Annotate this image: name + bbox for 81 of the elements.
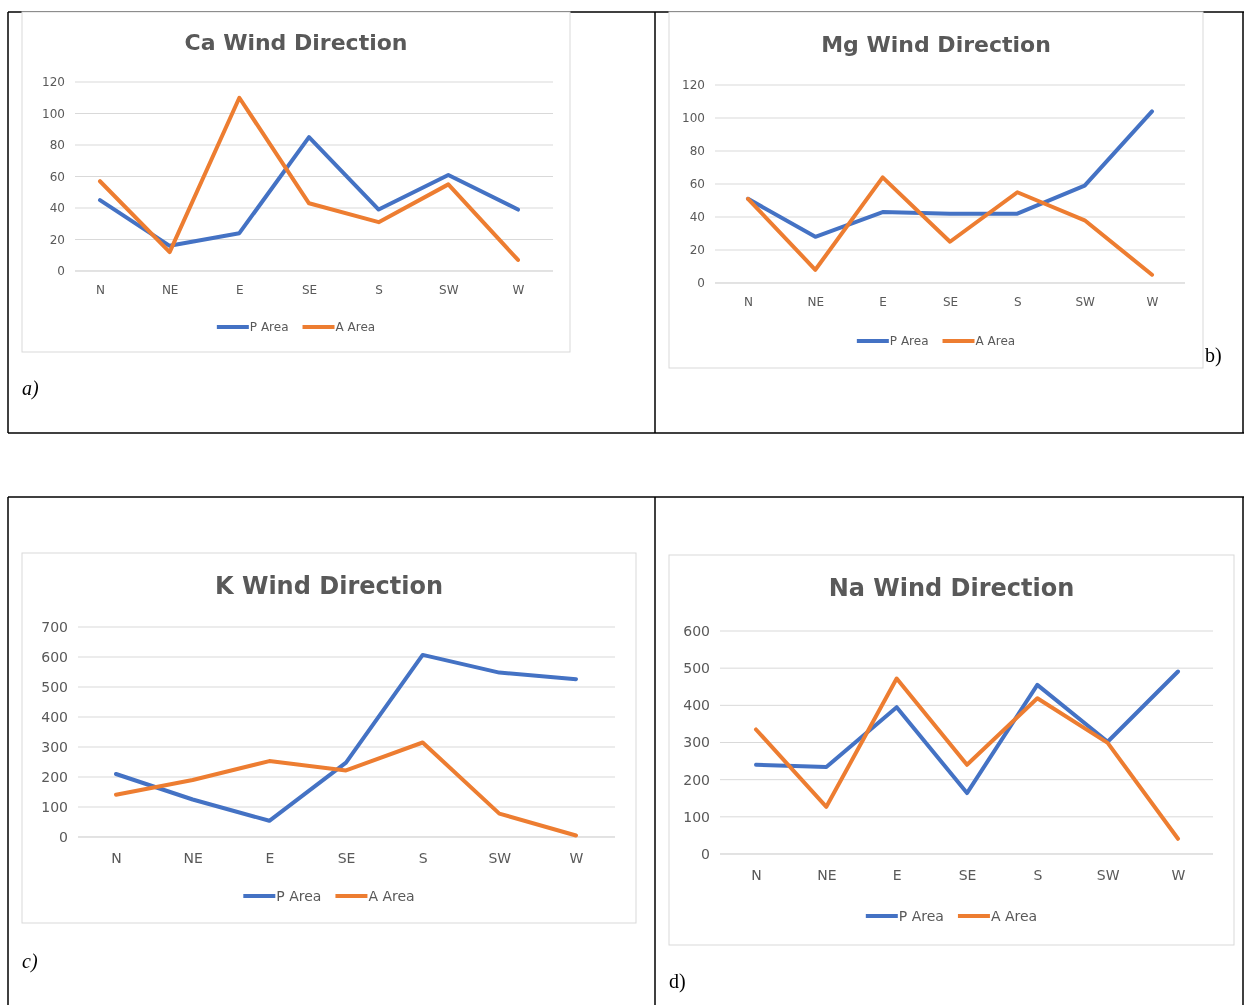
line-series bbox=[98, 135, 520, 248]
y-tick-label: 500 bbox=[41, 678, 68, 695]
legend-label: A Area bbox=[368, 887, 415, 904]
x-tick-label: SW bbox=[439, 282, 459, 297]
y-tick-label: 120 bbox=[42, 75, 65, 90]
y-tick-label: 600 bbox=[41, 648, 68, 665]
text: b) bbox=[1205, 344, 1222, 367]
y-tick-label: 80 bbox=[689, 144, 705, 159]
line-series bbox=[114, 740, 578, 838]
y-tick-label: 60 bbox=[49, 169, 65, 184]
x-tick-label: S bbox=[1033, 866, 1043, 883]
line-series bbox=[746, 175, 1154, 277]
legend-label: P Area bbox=[249, 320, 289, 335]
line-series bbox=[754, 669, 1180, 796]
x-tick-label: NE bbox=[817, 866, 837, 883]
chart-title: Na Wind Direction bbox=[828, 574, 1075, 602]
x-tick-label: E bbox=[879, 294, 887, 309]
y-tick-label: 500 bbox=[683, 660, 710, 677]
x-tick-label: W bbox=[569, 849, 584, 866]
y-tick-label: 40 bbox=[689, 210, 705, 225]
y-tick-label: 300 bbox=[41, 738, 68, 755]
legend-label: P Area bbox=[276, 887, 322, 904]
y-tick-label: 0 bbox=[697, 276, 705, 291]
y-tick-label: 60 bbox=[689, 177, 705, 192]
x-tick-label: NE bbox=[161, 282, 179, 297]
x-tick-label: E bbox=[892, 866, 902, 883]
x-tick-label: N bbox=[751, 866, 762, 883]
line-series bbox=[98, 95, 520, 262]
chart-title: Mg Wind Direction bbox=[821, 32, 1051, 57]
legend-label: A Area bbox=[990, 907, 1038, 924]
y-tick-label: 120 bbox=[682, 78, 705, 93]
x-tick-label: NE bbox=[807, 294, 825, 309]
y-tick-label: 700 bbox=[41, 618, 68, 635]
x-tick-label: SE bbox=[301, 282, 318, 297]
x-tick-label: E bbox=[236, 282, 244, 297]
x-tick-label: S bbox=[1014, 294, 1022, 309]
x-tick-label: SW bbox=[1075, 294, 1096, 309]
x-tick-label: N bbox=[744, 294, 753, 309]
x-tick-label: N bbox=[96, 282, 105, 297]
x-tick-label: SE bbox=[337, 849, 356, 866]
y-tick-label: 400 bbox=[41, 708, 68, 725]
y-tick-label: 100 bbox=[683, 808, 710, 825]
text: c) bbox=[22, 950, 38, 973]
x-tick-label: W bbox=[1171, 866, 1186, 883]
y-tick-label: 20 bbox=[49, 232, 65, 247]
line-series bbox=[114, 652, 578, 823]
line-series bbox=[754, 676, 1180, 841]
y-tick-label: 200 bbox=[683, 771, 710, 788]
x-tick-label: S bbox=[418, 849, 428, 866]
text: a) bbox=[22, 377, 39, 400]
x-tick-label: W bbox=[512, 282, 525, 297]
x-tick-label: NE bbox=[183, 849, 203, 866]
y-tick-label: 200 bbox=[41, 768, 68, 785]
x-tick-label: SW bbox=[488, 849, 512, 866]
y-tick-label: 600 bbox=[683, 622, 710, 639]
legend-label: A Area bbox=[975, 334, 1016, 349]
y-tick-label: 40 bbox=[49, 201, 65, 216]
legend-label: A Area bbox=[335, 320, 376, 335]
y-tick-label: 0 bbox=[59, 828, 68, 845]
y-tick-label: 300 bbox=[683, 734, 710, 751]
y-tick-label: 400 bbox=[683, 697, 710, 714]
y-tick-label: 20 bbox=[689, 243, 705, 258]
x-tick-label: E bbox=[265, 849, 275, 866]
chart-title: K Wind Direction bbox=[214, 572, 444, 600]
legend-label: P Area bbox=[889, 334, 929, 349]
text: d) bbox=[669, 970, 686, 993]
y-tick-label: 0 bbox=[701, 845, 710, 862]
y-tick-label: 100 bbox=[682, 111, 705, 126]
y-tick-label: 100 bbox=[42, 106, 65, 121]
x-tick-label: SE bbox=[942, 294, 959, 309]
y-tick-label: 0 bbox=[57, 264, 65, 279]
x-tick-label: S bbox=[375, 282, 383, 297]
x-tick-label: N bbox=[111, 849, 122, 866]
legend-label: P Area bbox=[898, 907, 944, 924]
y-tick-label: 100 bbox=[41, 798, 68, 815]
x-tick-label: SE bbox=[958, 866, 977, 883]
chart-title: Ca Wind Direction bbox=[184, 30, 408, 55]
line-series bbox=[746, 109, 1154, 239]
y-tick-label: 80 bbox=[49, 138, 65, 153]
x-tick-label: SW bbox=[1096, 866, 1120, 883]
x-tick-label: W bbox=[1146, 294, 1159, 309]
